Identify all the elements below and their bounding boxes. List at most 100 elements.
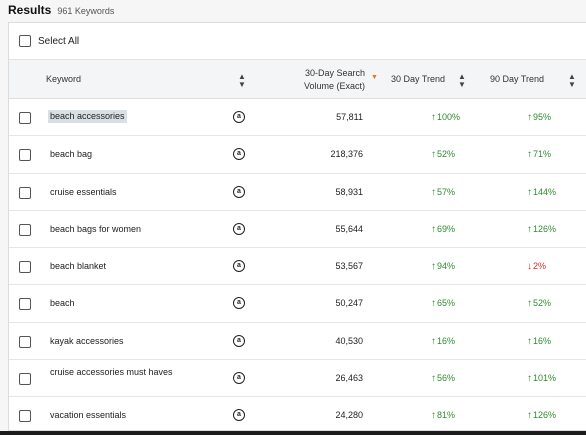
table-header: Keyword ▲ ▼ 30-Day Search Volume (Exact) … bbox=[9, 60, 586, 99]
trend90-value: 2% bbox=[533, 261, 547, 272]
table-row[interactable]: beach blanket a 53,567 ↑94% ↓2% bbox=[9, 248, 586, 286]
amazon-logo-icon[interactable]: a bbox=[233, 111, 245, 123]
sort-keyword-icon[interactable]: ▲ ▼ bbox=[238, 72, 246, 89]
arrow-up-icon: ↑ bbox=[431, 261, 436, 273]
search-volume-cell: 57,811 bbox=[336, 112, 363, 122]
arrow-up-icon: ↑ bbox=[431, 373, 436, 385]
trend90-value: 126% bbox=[533, 223, 557, 234]
amazon-logo-icon[interactable]: a bbox=[233, 260, 245, 273]
amazon-logo-icon[interactable]: a bbox=[233, 372, 245, 385]
arrow-up-icon: ↑ bbox=[431, 298, 436, 310]
trend90-cell: ↓2% bbox=[527, 261, 546, 272]
arrow-down-icon: ↓ bbox=[527, 261, 532, 273]
keyword-cell[interactable]: kayak accessories bbox=[50, 335, 124, 346]
trend30-cell: ↑100% bbox=[431, 112, 460, 123]
search-volume-cell: 218,376 bbox=[330, 149, 363, 160]
trend30-cell: ↑57% bbox=[431, 187, 455, 198]
sort-desc-icon[interactable]: ▼ bbox=[371, 74, 378, 81]
trend90-value: 126% bbox=[533, 410, 557, 421]
table-row[interactable]: beach a 50,247 ↑65% ↑52% bbox=[9, 285, 586, 323]
arrow-up-icon: ↑ bbox=[527, 149, 532, 161]
arrow-up-icon: ↑ bbox=[431, 149, 436, 161]
column-header-keyword[interactable]: Keyword bbox=[46, 74, 82, 84]
trend90-cell: ↑101% bbox=[527, 373, 556, 384]
trend90-cell: ↑95% bbox=[527, 112, 551, 123]
trend30-cell: ↑52% bbox=[431, 149, 455, 160]
trend90-value: 144% bbox=[533, 186, 557, 197]
trend30-value: 81% bbox=[437, 410, 456, 421]
keyword-cell[interactable]: beach accessories bbox=[48, 110, 127, 123]
trend30-value: 100% bbox=[437, 112, 461, 122]
amazon-logo-icon[interactable]: a bbox=[233, 334, 245, 347]
trend90-cell: ↑126% bbox=[527, 410, 556, 421]
volume-header-line1: 30-Day Search bbox=[304, 68, 365, 78]
amazon-logo-icon[interactable]: a bbox=[233, 148, 245, 161]
trend30-cell: ↑69% bbox=[431, 224, 455, 235]
select-all-checkbox[interactable] bbox=[19, 35, 31, 47]
arrow-up-icon: ↑ bbox=[527, 186, 532, 198]
keyword-cell[interactable]: vacation essentials bbox=[50, 410, 127, 421]
trend90-value: 95% bbox=[533, 112, 552, 122]
search-volume-cell: 40,530 bbox=[335, 335, 363, 346]
trend90-value: 101% bbox=[533, 373, 557, 384]
table-row[interactable]: beach bags for women a 55,644 ↑69% ↑126% bbox=[9, 211, 586, 249]
keyword-cell[interactable]: beach bags for women bbox=[50, 223, 142, 234]
trend30-value: 52% bbox=[437, 149, 456, 160]
amazon-logo-icon[interactable]: a bbox=[233, 185, 245, 198]
row-checkbox[interactable] bbox=[19, 410, 31, 423]
arrow-up-icon: ↑ bbox=[431, 410, 436, 422]
select-all-row[interactable]: Select All bbox=[9, 23, 586, 60]
keyword-cell[interactable]: beach blanket bbox=[50, 261, 107, 272]
arrow-up-icon: ↑ bbox=[527, 373, 532, 385]
amazon-logo-icon[interactable]: a bbox=[233, 409, 245, 422]
results-title: Results bbox=[8, 3, 52, 17]
trend30-value: 16% bbox=[437, 335, 456, 346]
keyword-cell[interactable]: cruise essentials bbox=[50, 186, 117, 197]
trend30-value: 65% bbox=[437, 298, 456, 309]
trend90-cell: ↑144% bbox=[527, 187, 556, 198]
row-checkbox[interactable] bbox=[19, 261, 31, 274]
arrow-up-icon: ↑ bbox=[527, 223, 532, 235]
column-header-trend30[interactable]: 30 Day Trend bbox=[391, 74, 446, 84]
amazon-logo-icon[interactable]: a bbox=[233, 297, 245, 310]
keyword-cell[interactable]: cruise accessories must haves bbox=[50, 367, 173, 378]
arrow-up-icon: ↑ bbox=[527, 298, 532, 310]
trend30-value: 57% bbox=[437, 186, 456, 197]
row-checkbox[interactable] bbox=[19, 373, 31, 386]
arrow-up-icon: ↑ bbox=[431, 223, 436, 235]
trend30-value: 94% bbox=[437, 261, 456, 272]
table-row[interactable]: kayak accessories a 40,530 ↑16% ↑16% bbox=[9, 323, 586, 361]
trend30-cell: ↑56% bbox=[431, 373, 455, 384]
table-row[interactable]: vacation essentials a 24,280 ↑81% ↑126% bbox=[9, 397, 586, 430]
row-checkbox[interactable] bbox=[19, 335, 31, 348]
column-header-trend90[interactable]: 90 Day Trend bbox=[490, 74, 545, 84]
arrow-up-icon: ↑ bbox=[431, 112, 436, 123]
row-checkbox[interactable] bbox=[19, 186, 31, 199]
amazon-logo-icon[interactable]: a bbox=[233, 222, 245, 235]
search-volume-cell: 58,931 bbox=[335, 186, 363, 197]
trend90-cell: ↑52% bbox=[527, 298, 551, 309]
select-all-label: Select All bbox=[38, 35, 80, 47]
volume-header-line2: Volume (Exact) bbox=[303, 81, 365, 91]
trend90-value: 52% bbox=[533, 298, 552, 309]
row-checkbox[interactable] bbox=[19, 149, 31, 162]
trend90-cell: ↑16% bbox=[527, 336, 551, 347]
row-checkbox[interactable] bbox=[19, 298, 31, 311]
trend90-value: 71% bbox=[533, 149, 552, 160]
row-checkbox[interactable] bbox=[19, 223, 31, 236]
search-volume-cell: 50,247 bbox=[335, 298, 363, 309]
column-header-volume[interactable]: 30-Day Search Volume (Exact) bbox=[275, 67, 365, 93]
table-row[interactable]: beach accessories a 57,811 ↑100% ↑95% bbox=[9, 99, 586, 137]
table-row[interactable]: cruise essentials a 58,931 ↑57% ↑144% bbox=[9, 174, 586, 211]
arrow-up-icon: ↑ bbox=[527, 335, 532, 347]
table-row[interactable]: cruise accessories must haves a 26,463 ↑56%… bbox=[9, 360, 586, 398]
table-row[interactable]: beach bag a 218,376 ↑52% ↑71% bbox=[9, 136, 586, 174]
arrow-up-icon: ↑ bbox=[527, 112, 532, 123]
keyword-cell[interactable]: beach bbox=[50, 298, 75, 309]
results-table: Select All Keyword ▲ ▼ 30-Day Search Volu… bbox=[8, 22, 586, 431]
row-checkbox[interactable] bbox=[19, 112, 31, 124]
sort-trend90-icon[interactable]: ▲ ▼ bbox=[568, 72, 576, 89]
trend30-value: 56% bbox=[437, 373, 456, 384]
keyword-cell[interactable]: beach bag bbox=[50, 149, 93, 160]
sort-trend30-icon[interactable]: ▲ ▼ bbox=[458, 72, 466, 89]
